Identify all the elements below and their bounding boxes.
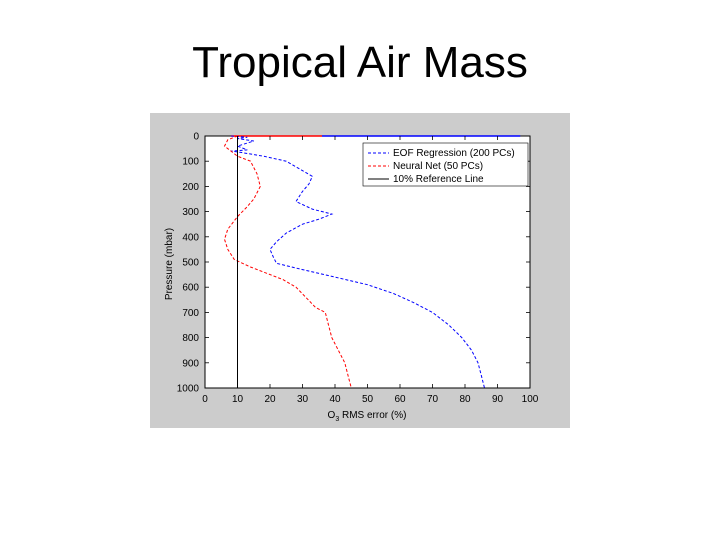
legend-box: [362, 142, 529, 187]
y-tick-label: 300: [182, 207, 199, 218]
y-tick-label: 900: [182, 358, 199, 369]
x-tick-label: 30: [297, 394, 309, 405]
x-tick-label: 100: [522, 394, 539, 405]
chart-figure: 0 10 20 30 40 50 60 70 80 90 100 0 100 200 300 400 500 60…: [150, 113, 570, 428]
legend: EOF Regression (200 PCs) Neural Net (50 …: [362, 142, 529, 187]
line-chart: 0 10 20 30 40 50 60 70 80 90 100010020030040050060…: [164, 132, 539, 424]
x-tick-label: 70: [427, 394, 439, 405]
y-tick-label: 400: [182, 232, 199, 243]
y-tick-label: 500: [182, 258, 199, 269]
x-tick-label: 90: [492, 394, 504, 405]
legend-label-neural: Neural Net (50 PCs): [393, 161, 483, 172]
y-tick-label: 100: [182, 157, 199, 168]
ticks-layer: 0 10 20 30 40 50 60 70 80 90 100010020030040050060…: [177, 132, 539, 406]
x-axis-label-rest: RMS error (%): [339, 410, 406, 421]
x-tick-label: 20: [264, 394, 276, 405]
y-tick-label: 800: [182, 333, 199, 344]
slide-title: Tropical Air Mass: [192, 38, 528, 87]
legend-label-eof: EOF Regression (200 PCs): [393, 148, 515, 159]
y-tick-label: 600: [182, 283, 199, 294]
y-tick-label: 1000: [177, 384, 200, 395]
x-tick-label: 50: [362, 394, 374, 405]
y-tick-label: 700: [182, 308, 199, 319]
x-axis-label-main: O: [328, 410, 336, 421]
legend-label-reference: 10% Reference Line: [393, 174, 484, 185]
y-axis-label: Pressure (mbar): [164, 228, 175, 300]
series-layer: [223, 135, 521, 389]
x-tick-label: 10: [232, 394, 244, 405]
y-tick-label: 200: [182, 182, 199, 193]
x-axis-label: O3 RMS error (%): [328, 410, 407, 423]
x-axis-label-subscript: 3: [335, 416, 339, 423]
x-tick-label: 40: [329, 394, 341, 405]
x-tick-label: 60: [394, 394, 406, 405]
eof-regression-line: [230, 135, 485, 389]
x-tick-label: 80: [459, 394, 471, 405]
x-tick-label: 0: [202, 394, 208, 405]
neural-net-line: [223, 135, 352, 389]
y-tick-label: 0: [193, 132, 199, 143]
